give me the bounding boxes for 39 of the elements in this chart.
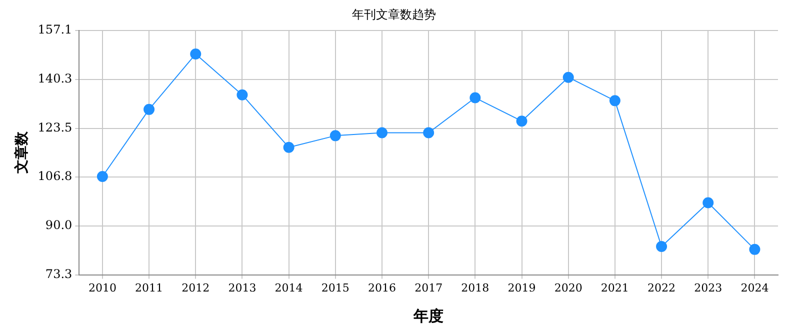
x-axis-title: 年度 — [412, 306, 444, 325]
point — [516, 116, 528, 127]
point — [423, 127, 434, 138]
x-tick-label: 2021 — [600, 281, 629, 294]
y-axis-title: 文章数 — [13, 130, 30, 175]
point — [144, 104, 155, 115]
y-tick-label: 106.8 — [38, 169, 72, 184]
x-tick-label: 2024 — [740, 281, 769, 294]
y-tick-label: 140.3 — [38, 72, 72, 86]
point — [749, 244, 760, 255]
x-tick-label: 2018 — [461, 281, 490, 294]
point — [283, 142, 294, 153]
x-tick-label: 2023 — [694, 281, 722, 294]
point — [562, 72, 574, 83]
point — [609, 95, 620, 106]
x-tick-label: 2013 — [228, 281, 256, 294]
point — [470, 92, 481, 104]
point — [656, 241, 668, 252]
x-tick-label: 2020 — [554, 281, 582, 294]
y-tick-label: 73.3 — [45, 266, 72, 281]
x-tick-label: 2019 — [508, 281, 536, 294]
x-tick-label: 2017 — [414, 281, 443, 294]
x-tick-label: 2016 — [368, 281, 396, 294]
y-tick-label: 123.5 — [38, 120, 72, 135]
point — [702, 197, 714, 208]
point — [376, 127, 388, 138]
x-tick-label: 2010 — [88, 281, 116, 294]
x-tick-label: 2011 — [135, 281, 164, 294]
x-tick-label: 2014 — [274, 281, 303, 294]
point — [190, 48, 202, 60]
y-tick-label: 157.1 — [38, 22, 72, 37]
y-tick-label: 90.0 — [45, 218, 72, 232]
x-tick-label: 2022 — [648, 281, 676, 294]
point — [236, 89, 248, 100]
chart-title: 年刊文章数趋势 — [352, 7, 436, 22]
point — [96, 171, 108, 182]
x-tick-label: 2015 — [321, 281, 350, 294]
point — [330, 130, 341, 142]
x-tick-label: 2012 — [182, 281, 210, 294]
